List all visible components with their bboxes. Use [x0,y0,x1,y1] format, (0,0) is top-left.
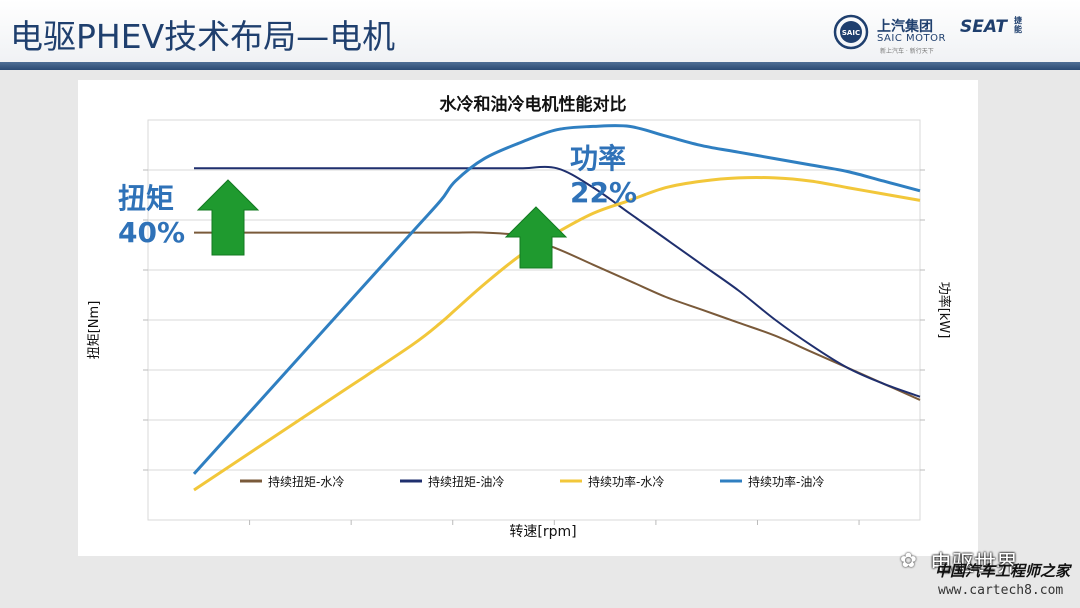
seat-logo: SEAT [960,17,1007,37]
saic-badge-text: SAIC [842,29,860,37]
legend-label-4: 持续功率-油冷 [748,474,824,489]
annotation-value-2: 22% [570,176,637,209]
annotation-value-1: 40% [118,216,185,249]
wechat-icon: ✿ [900,548,917,572]
annotation-label-2: 功率 [570,142,626,175]
chart-title: 水冷和油冷电机性能对比 [440,94,627,115]
header-bar [0,62,1080,70]
series-line-2 [193,165,921,398]
saic-slogan: 新上汽车 · 新行天下 [880,48,934,55]
slide-header: 电驱PHEV技术布局—电机 SAIC 上汽集团 SAIC MOTOR 新上汽车 … [0,0,1080,70]
watermark-site-name: 中国汽车工程师之家 [935,562,1071,580]
saic-name-en: SAIC MOTOR [877,33,946,44]
legend-label-3: 持续功率-水冷 [588,474,664,489]
legend-label-1: 持续扭矩-水冷 [268,474,344,489]
y-axis-right-label: 功率[kW] [936,282,952,339]
x-axis-label: 转速[rpm] [509,524,576,540]
watermark-brand: 电驱世界 [930,552,1019,577]
saic-name-cn: 上汽集团 [877,19,933,35]
slide-title: 电驱PHEV技术布局—电机 [10,17,396,56]
series-line-4 [192,124,921,475]
up-arrow-icon [504,206,568,269]
chart-lines [192,124,921,492]
saic-logo-icon: SAIC [833,14,869,50]
annotation-label-1: 扭矩 [118,182,174,215]
series-line-3 [193,176,921,492]
seat-logo-cn: 捷能 [1014,16,1022,34]
series-line-1 [194,231,921,401]
watermark-url: www.cartech8.com [938,583,1064,598]
chart-panel: 水冷和油冷电机性能对比 扭矩 40% 功率 22% 持续扭矩-水冷 持续扭矩-油冷 持续功… [78,80,978,556]
up-arrow-icon [196,179,260,256]
legend-label-2: 持续扭矩-油冷 [428,474,504,489]
y-axis-label: 扭矩[Nm] [87,301,102,360]
chart-grid [143,119,925,525]
chart-legend: 持续扭矩-水冷 持续扭矩-油冷 持续功率-水冷 持续功率-油冷 [240,474,824,489]
